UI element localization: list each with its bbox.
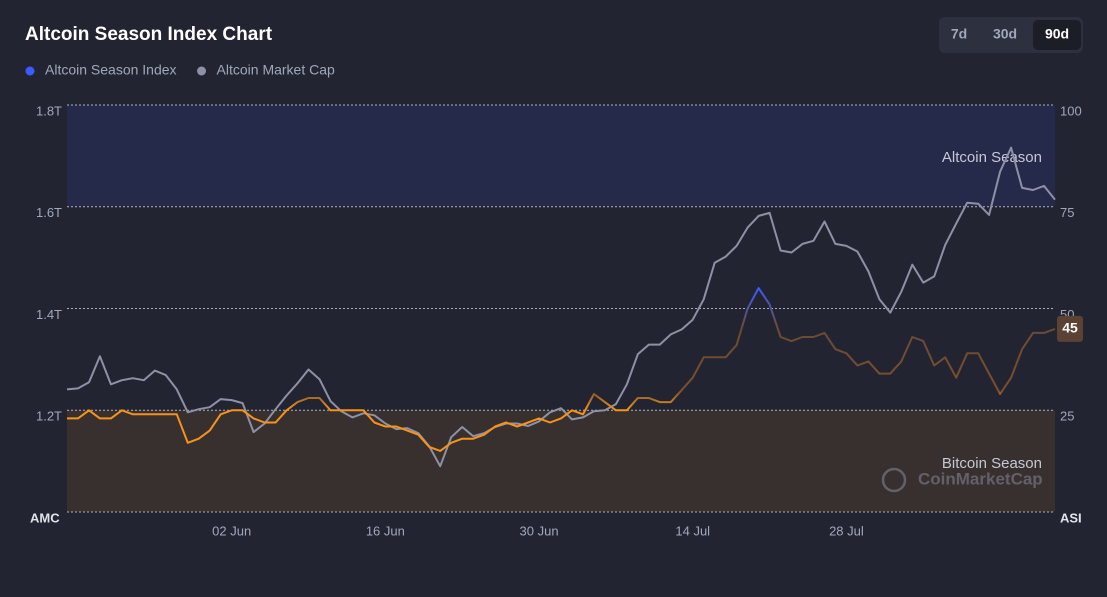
y2-tick-label: 100	[1060, 103, 1082, 118]
watermark-logo	[881, 467, 907, 493]
zone-label: Bitcoin Season	[942, 455, 1042, 472]
legend-label[interactable]: Altcoin Market Cap	[217, 62, 335, 78]
range-button-bg	[1033, 20, 1081, 50]
zone-label: Altcoin Season	[942, 149, 1042, 166]
legend-marker	[197, 66, 207, 76]
x-tick-label: 30 Jun	[520, 523, 559, 538]
y-tick-label: 1.4T	[36, 307, 62, 322]
y2-tick-label: 25	[1060, 409, 1074, 424]
y2-tick-label: 75	[1060, 205, 1074, 220]
x-tick-label: 02 Jun	[212, 523, 251, 538]
watermark: CoinMarketCap	[881, 467, 1043, 493]
legend-marker	[25, 66, 35, 76]
range-button[interactable]: 7d	[951, 26, 967, 42]
y-tick-label: 1.8T	[36, 103, 62, 118]
current-value: 45	[1062, 320, 1078, 336]
range-button[interactable]: 90d	[1045, 26, 1069, 42]
chart-title: Altcoin Season Index Chart	[25, 24, 273, 45]
season-zone	[67, 410, 1055, 512]
legend-label[interactable]: Altcoin Season Index	[45, 62, 177, 78]
x-tick-label: 14 Jul	[675, 523, 710, 538]
y-tick-label: 1.6T	[36, 205, 62, 220]
x-tick-label: 16 Jun	[366, 523, 405, 538]
y-tick-label: 1.2T	[36, 409, 62, 424]
index-line	[67, 287, 1056, 452]
watermark-text: CoinMarketCap	[918, 469, 1043, 488]
current-value-badge	[1057, 315, 1083, 342]
x-tick-label: 28 Jul	[829, 523, 864, 538]
season-zone	[67, 105, 1055, 207]
y2-axis-title: ASI	[1060, 510, 1082, 525]
market-cap-line	[66, 146, 1056, 468]
range-button[interactable]: 30d	[993, 26, 1017, 42]
y-axis-title: AMC	[30, 510, 60, 525]
